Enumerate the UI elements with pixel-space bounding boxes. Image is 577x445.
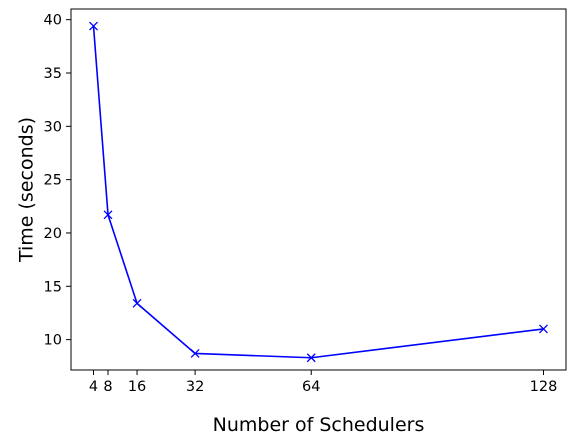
marker-stroke — [89, 21, 98, 31]
y-tick-label: 10 — [44, 333, 62, 349]
y-tick-label: 35 — [44, 66, 62, 82]
y-axis-ticks: 10 15 20 25 30 35 40 — [44, 13, 71, 349]
x-tick-label: 8 — [103, 379, 112, 395]
y-tick-label: 25 — [44, 173, 62, 189]
y-tick-label: 40 — [44, 13, 62, 29]
data-point-marker — [89, 21, 98, 31]
data-point-marker — [306, 353, 316, 363]
x-tick-label: 64 — [302, 379, 320, 395]
marker-stroke — [539, 324, 548, 334]
plot-frame — [70, 8, 567, 371]
data-point-marker — [103, 210, 113, 220]
x-tick-label: 32 — [186, 379, 204, 395]
marker-stroke — [132, 298, 142, 308]
y-tick-label: 20 — [44, 226, 62, 242]
y-axis-label: Time (seconds) — [16, 117, 38, 263]
x-axis-ticks: 4 8 16 32 64 128 — [89, 370, 557, 395]
marker-stroke — [190, 349, 200, 358]
series-layer — [89, 21, 548, 363]
data-point-marker — [539, 324, 548, 334]
x-axis-label: Number of Schedulers — [213, 414, 425, 436]
y-tick-label: 30 — [44, 119, 62, 135]
data-point-marker — [132, 298, 142, 308]
data-point-marker — [190, 349, 200, 358]
y-tick-label: 15 — [44, 279, 62, 295]
x-tick-label: 16 — [128, 379, 146, 395]
series-line — [92, 25, 544, 359]
marker-stroke — [306, 353, 316, 363]
x-tick-label: 128 — [530, 379, 558, 395]
marker-stroke — [103, 210, 113, 220]
x-tick-label: 4 — [89, 379, 98, 395]
plot-area — [70, 8, 567, 371]
